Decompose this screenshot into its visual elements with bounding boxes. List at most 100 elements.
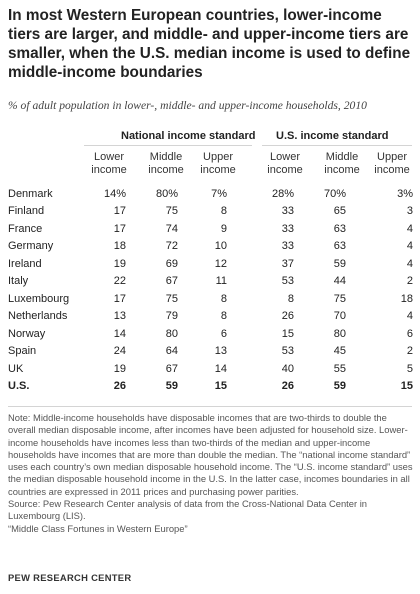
value-cell: 19 (113, 257, 126, 270)
value-cell: 45 (333, 345, 346, 358)
country-label: Norway (8, 327, 46, 340)
value-cell: 12 (214, 257, 227, 270)
value-cell: 8 (287, 292, 294, 305)
value-cell: 28% (271, 188, 294, 200)
table-row: U.S. 26 59 15 26 59 15 (8, 378, 413, 394)
col-header: Middle income (324, 151, 360, 176)
value-cell: 14% (103, 188, 126, 200)
value-cell: 15 (214, 379, 227, 392)
country-label: Germany (8, 240, 54, 253)
country-label: Italy (8, 275, 29, 288)
value-cell: 59 (333, 257, 346, 270)
group-header-national: National income standard (121, 130, 256, 142)
country-label: U.S. (8, 379, 30, 392)
table-row: Finland 17 75 8 33 65 3 (8, 203, 413, 219)
value-cell: 26 (281, 379, 294, 392)
value-cell: 4 (406, 222, 413, 235)
chart-subtitle: % of adult population in lower-, middle-… (8, 99, 367, 112)
col-header: Middle income (148, 151, 184, 176)
value-cell: 8 (220, 205, 227, 218)
table-row: Denmark 14% 80% 7% 28% 70% 3% (8, 186, 413, 202)
country-label: Spain (8, 345, 37, 358)
value-cell: 80% (155, 188, 178, 200)
value-cell: 72 (165, 240, 178, 253)
table-row: Netherlands 13 79 8 26 70 4 (8, 308, 413, 324)
value-cell: 33 (281, 222, 294, 235)
value-cell: 64 (165, 345, 178, 358)
value-cell: 75 (333, 292, 346, 305)
value-cell: 18 (113, 240, 126, 253)
value-cell: 5 (406, 362, 413, 375)
country-label: Finland (8, 205, 45, 218)
value-cell: 15 (281, 327, 294, 340)
value-cell: 13 (113, 310, 126, 323)
country-label: UK (8, 362, 24, 375)
value-cell: 67 (165, 362, 178, 375)
brand-logo-text: PEW RESEARCH CENTER (8, 572, 132, 583)
value-cell: 14 (214, 362, 227, 375)
table-row: UK 19 67 14 40 55 5 (8, 361, 413, 377)
value-cell: 63 (333, 240, 346, 253)
value-cell: 74 (165, 222, 178, 235)
value-cell: 13 (214, 345, 227, 358)
group-rule-us (262, 145, 412, 146)
value-cell: 33 (281, 240, 294, 253)
value-cell: 75 (165, 292, 178, 305)
value-cell: 79 (165, 310, 178, 323)
report-title: “Middle Class Fortunes in Western Europe… (8, 522, 188, 534)
col-header: Upper income (374, 151, 410, 176)
chart-title: In most Western European countries, lowe… (8, 7, 411, 81)
value-cell: 80 (165, 327, 178, 340)
table-row: Spain 24 64 13 53 45 2 (8, 343, 413, 359)
table-row: Germany 18 72 10 33 63 4 (8, 238, 413, 254)
value-cell: 24 (113, 345, 126, 358)
value-cell: 59 (165, 379, 178, 392)
value-cell: 7% (211, 188, 227, 200)
value-cell: 8 (220, 292, 227, 305)
value-cell: 19 (113, 362, 126, 375)
country-label: Denmark (8, 188, 53, 200)
table-row: Luxembourg 17 75 8 8 75 18 (8, 291, 413, 307)
country-label: Netherlands (8, 310, 68, 323)
value-cell: 9 (220, 222, 227, 235)
col-header: Lower income (91, 151, 127, 176)
value-cell: 4 (406, 310, 413, 323)
value-cell: 22 (113, 275, 126, 288)
value-cell: 4 (406, 257, 413, 270)
value-cell: 69 (165, 257, 178, 270)
value-cell: 63 (333, 222, 346, 235)
country-label: France (8, 222, 43, 235)
value-cell: 17 (113, 222, 126, 235)
value-cell: 53 (281, 345, 294, 358)
value-cell: 17 (113, 292, 126, 305)
value-cell: 59 (333, 379, 346, 392)
group-rule-national (84, 145, 252, 146)
country-label: Ireland (8, 257, 42, 270)
value-cell: 65 (333, 205, 346, 218)
group-header-us: U.S. income standard (276, 130, 389, 142)
notes-block: Note: Middle-income households have disp… (8, 412, 414, 535)
table-divider (8, 406, 412, 407)
value-cell: 70% (323, 188, 346, 200)
value-cell: 8 (220, 310, 227, 323)
value-cell: 2 (406, 275, 413, 288)
col-header: Lower income (267, 151, 303, 176)
note-text: Note: Middle-income households have disp… (8, 412, 413, 497)
value-cell: 44 (333, 275, 346, 288)
value-cell: 67 (165, 275, 178, 288)
value-cell: 18 (400, 292, 413, 305)
col-header: Upper income (200, 151, 236, 176)
value-cell: 70 (333, 310, 346, 323)
value-cell: 33 (281, 205, 294, 218)
value-cell: 53 (281, 275, 294, 288)
value-cell: 3 (406, 205, 413, 218)
value-cell: 37 (281, 257, 294, 270)
value-cell: 11 (215, 275, 227, 288)
value-cell: 2 (406, 345, 413, 358)
value-cell: 40 (281, 362, 294, 375)
country-label: Luxembourg (8, 292, 70, 305)
value-cell: 80 (333, 327, 346, 340)
value-cell: 10 (214, 240, 227, 253)
value-cell: 6 (220, 327, 227, 340)
value-cell: 3% (397, 188, 413, 200)
